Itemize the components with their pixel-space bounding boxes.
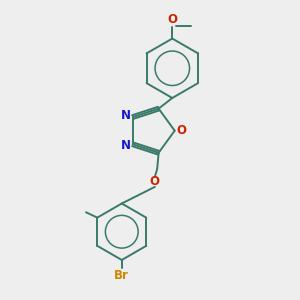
Text: N: N: [121, 139, 131, 152]
Text: O: O: [150, 175, 160, 188]
Text: N: N: [121, 109, 131, 122]
Text: O: O: [167, 13, 177, 26]
Text: Br: Br: [114, 269, 129, 282]
Text: O: O: [176, 124, 186, 137]
